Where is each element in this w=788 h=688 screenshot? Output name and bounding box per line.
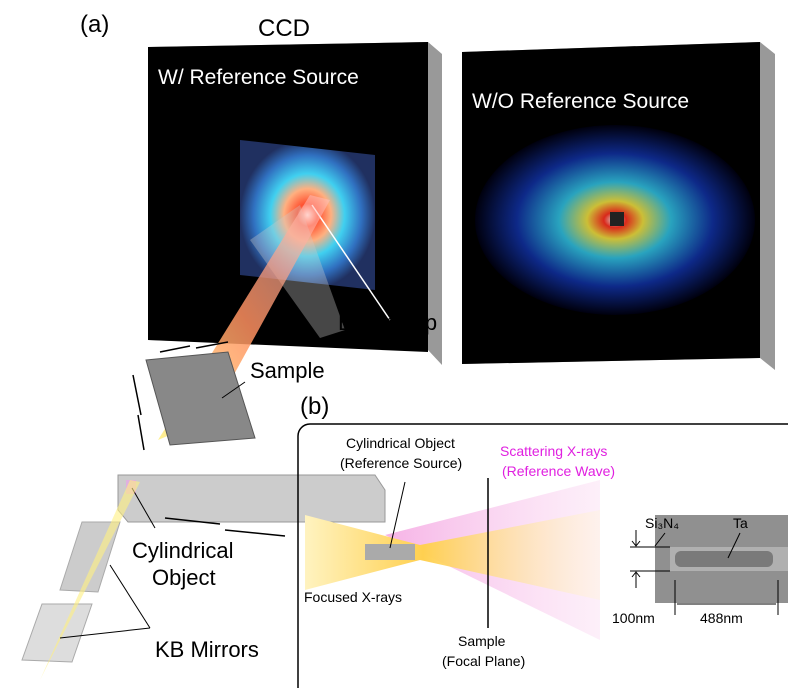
kb-mirror bbox=[22, 604, 92, 662]
scale-100: 100nm bbox=[612, 610, 655, 626]
ccd-label: CCD bbox=[258, 15, 310, 42]
scattering-text: (Reference Wave) bbox=[502, 463, 615, 479]
beamstop-label: Beamstop bbox=[338, 310, 437, 335]
figure: (a) CCD W/ Reference Source W/O Referenc… bbox=[0, 0, 788, 688]
cylindrical-object-label: Cylindrical bbox=[132, 538, 233, 563]
sample-text: (Focal Plane) bbox=[442, 653, 525, 669]
ta-label: Ta bbox=[733, 515, 748, 531]
si3n4-label: Si₃N₄ bbox=[645, 515, 679, 531]
sample-text: Sample bbox=[458, 633, 506, 649]
scattering-text: Scattering X-rays bbox=[500, 443, 607, 459]
cylindrical-object-label: Object bbox=[152, 565, 216, 590]
cylindrical-object-text: (Reference Source) bbox=[340, 455, 462, 471]
cylindrical-object-text: Cylindrical Object bbox=[346, 435, 455, 451]
scale-488: 488nm bbox=[700, 610, 743, 626]
cylindrical-object-stage bbox=[118, 475, 385, 522]
sample-label: Sample bbox=[250, 358, 325, 383]
focused-text: Focused X-rays bbox=[304, 589, 402, 605]
panel-label: (a) bbox=[80, 11, 109, 38]
ccd-right-title: W/O Reference Source bbox=[472, 90, 689, 113]
kb-mirrors-label: KB Mirrors bbox=[155, 637, 259, 662]
panel-label: (b) bbox=[300, 393, 329, 420]
ccd-left-title: W/ Reference Source bbox=[158, 66, 359, 89]
